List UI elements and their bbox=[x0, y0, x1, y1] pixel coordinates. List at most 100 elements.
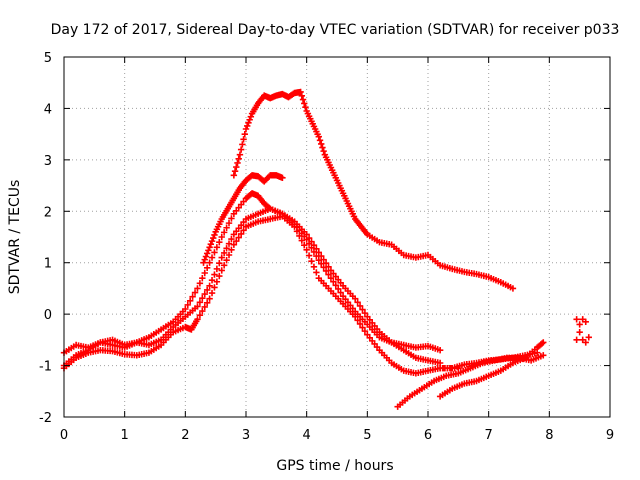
data-point-arc-b bbox=[296, 232, 303, 240]
data-point-arc-b bbox=[228, 246, 235, 254]
data-point-arc-high bbox=[247, 113, 255, 120]
data-point-arc-c bbox=[228, 235, 235, 243]
data-point-arc-b bbox=[293, 228, 301, 235]
data-point-arc-high bbox=[236, 151, 244, 158]
data-point-end-fragment bbox=[582, 339, 589, 346]
data-point-arc-c bbox=[218, 254, 225, 261]
data-point-arc-c bbox=[199, 295, 206, 302]
data-point-arc-b bbox=[235, 234, 242, 241]
data-point-arc-c bbox=[201, 290, 208, 298]
data-point-arc-a bbox=[220, 229, 228, 236]
x-axis-label: GPS time / hours bbox=[276, 458, 393, 474]
data-point-arc-b bbox=[240, 227, 247, 234]
data-point-arc-high bbox=[246, 116, 253, 123]
data-point-arc-a bbox=[203, 264, 211, 272]
data-point-arc-high bbox=[320, 147, 327, 155]
data-point-arc-a bbox=[189, 293, 196, 300]
data-point-arc-c bbox=[303, 231, 310, 238]
x-tick-label: 8 bbox=[545, 428, 553, 443]
data-point-arc-b bbox=[359, 324, 366, 331]
data-point-arc-b bbox=[310, 263, 318, 271]
data-point-end-fragment bbox=[576, 328, 583, 336]
data-point-late-rising bbox=[540, 352, 547, 359]
data-point-arc-c bbox=[208, 277, 216, 284]
data-point-arc-high bbox=[242, 125, 250, 133]
data-point-arc-mid bbox=[202, 253, 210, 260]
data-point-arc-c bbox=[354, 299, 361, 306]
data-point-arc-c bbox=[320, 256, 327, 263]
data-point-arc-b bbox=[220, 262, 228, 269]
data-point-arc-c bbox=[310, 242, 318, 249]
data-point-arc-high bbox=[240, 136, 247, 143]
data-point-arc-c bbox=[352, 295, 359, 302]
data-point-arc-b bbox=[313, 269, 320, 276]
data-point-arc-a bbox=[201, 269, 208, 277]
data-point-arc-c bbox=[325, 263, 332, 271]
data-point-arc-a bbox=[186, 297, 194, 304]
data-point-arc-b bbox=[233, 237, 240, 245]
data-point-arc-high bbox=[319, 144, 326, 151]
data-point-arc-b bbox=[308, 257, 315, 265]
y-axis-label: SDTVAR / TECUs bbox=[7, 180, 23, 295]
data-point-arc-high bbox=[239, 141, 246, 148]
data-point-arc-mid bbox=[206, 244, 213, 251]
data-point-arc-a bbox=[332, 282, 339, 289]
data-point-end-fragment bbox=[573, 316, 580, 323]
y-tick-label: 4 bbox=[44, 102, 52, 117]
data-point-arc-b bbox=[230, 241, 238, 248]
data-point-arc-high bbox=[315, 133, 322, 140]
data-point-arc-c bbox=[220, 249, 228, 257]
data-point-arc-b bbox=[199, 307, 206, 315]
data-point-arc-mid bbox=[201, 256, 208, 263]
data-point-arc-b bbox=[298, 237, 306, 244]
x-tick-label: 3 bbox=[242, 428, 250, 443]
data-point-arc-high bbox=[302, 103, 309, 111]
data-point-arc-c bbox=[223, 245, 230, 252]
data-point-arc-mid bbox=[207, 241, 215, 248]
data-point-arc-a bbox=[325, 271, 332, 278]
y-tick-label: 0 bbox=[44, 308, 52, 323]
data-point-arc-a bbox=[225, 219, 233, 227]
data-point-arc-b bbox=[196, 311, 204, 319]
x-tick-label: 2 bbox=[181, 428, 189, 443]
x-tick-label: 9 bbox=[606, 428, 614, 443]
data-point-arc-high bbox=[244, 122, 251, 130]
data-point-arc-a bbox=[436, 346, 444, 354]
data-point-arc-a bbox=[191, 289, 199, 296]
data-point-arc-mid bbox=[279, 174, 286, 182]
data-point-arc-a bbox=[208, 254, 216, 261]
data-point-arc-b bbox=[213, 278, 221, 285]
data-point-arc-c bbox=[356, 302, 364, 310]
data-point-arc-b bbox=[201, 303, 208, 311]
data-point-arc-c bbox=[225, 240, 233, 247]
data-point-arc-b bbox=[301, 242, 308, 249]
data-point-end-fragment bbox=[573, 336, 580, 344]
x-tick-label: 7 bbox=[485, 428, 493, 443]
data-point-arc-c bbox=[322, 260, 330, 267]
data-point-arc-high bbox=[509, 285, 517, 292]
data-point-arc-a bbox=[194, 285, 201, 292]
data-point-arc-high bbox=[301, 100, 308, 107]
data-point-arc-a bbox=[216, 238, 223, 246]
data-point-arc-b bbox=[303, 246, 310, 254]
data-point-arc-a bbox=[327, 274, 335, 282]
data-point-arc-b bbox=[354, 317, 361, 324]
data-point-arc-high bbox=[231, 167, 239, 175]
data-point-arc-a bbox=[206, 259, 213, 266]
data-point-end-fragment bbox=[582, 318, 589, 326]
data-point-arc-c bbox=[206, 282, 213, 290]
data-point-arc-a bbox=[196, 280, 204, 287]
data-point-arc-mid bbox=[205, 247, 212, 254]
chart-title: Day 172 of 2017, Sidereal Day-to-day VTE… bbox=[51, 22, 620, 38]
data-point-arc-high bbox=[299, 96, 307, 103]
data-point-arc-b bbox=[211, 284, 218, 291]
data-point-arc-b bbox=[361, 327, 369, 335]
data-point-end-fragment bbox=[576, 321, 583, 328]
data-point-arc-b bbox=[225, 251, 233, 259]
data-point-arc-b bbox=[218, 267, 225, 274]
x-tick-label: 6 bbox=[424, 428, 432, 443]
data-point-arc-c bbox=[318, 252, 325, 260]
data-point-arc-high bbox=[316, 137, 324, 144]
x-tick-label: 0 bbox=[60, 428, 68, 443]
